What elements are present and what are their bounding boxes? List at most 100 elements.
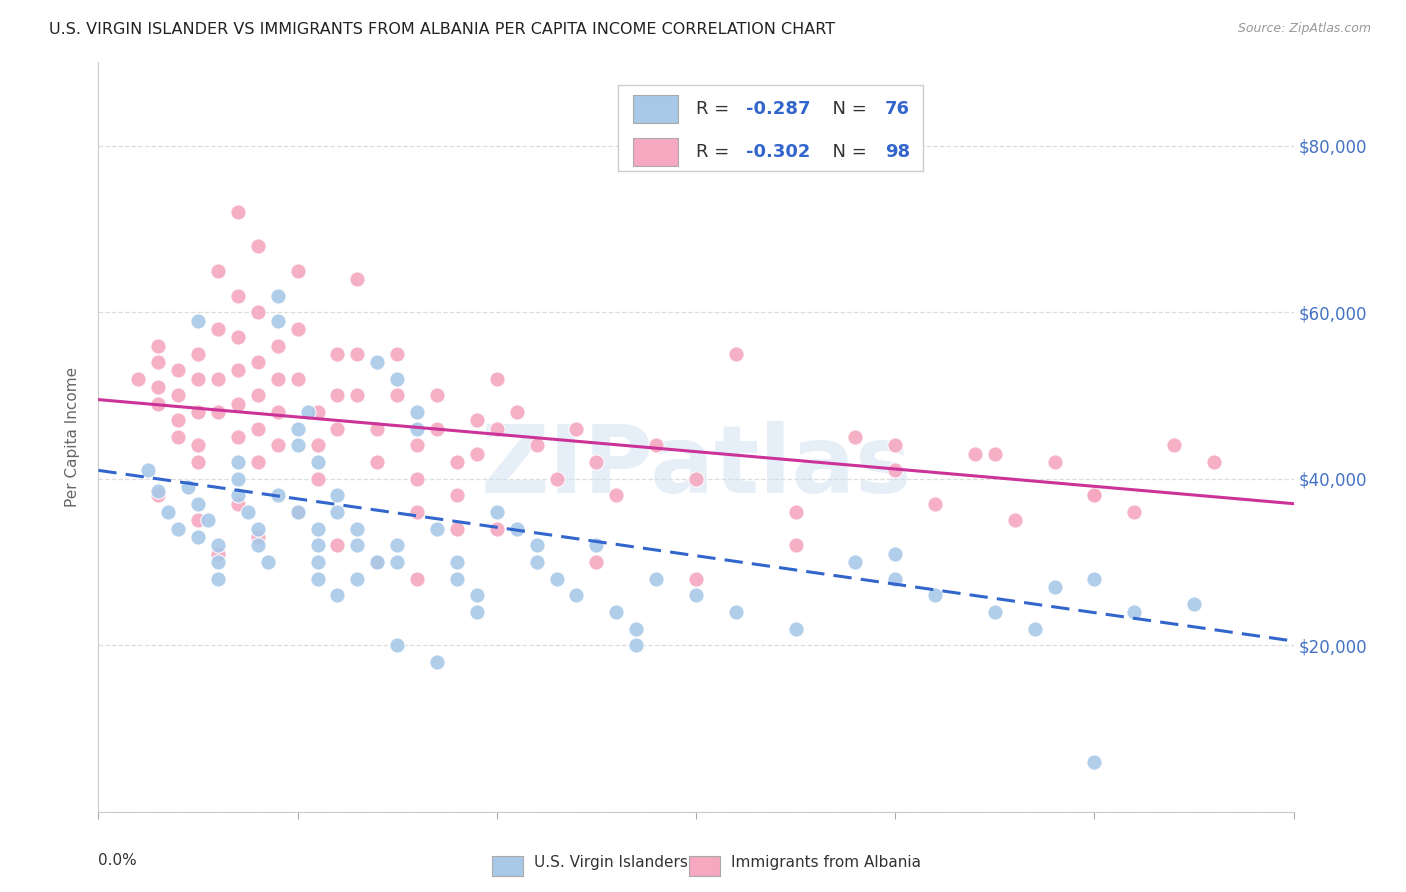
Point: [326, 388, 349, 402]
Point: [246, 238, 269, 252]
Point: [226, 455, 249, 469]
Point: [385, 347, 409, 361]
Point: [1083, 572, 1105, 586]
Point: [148, 380, 170, 394]
Point: [148, 338, 170, 352]
Point: [626, 638, 648, 652]
Point: [585, 538, 607, 552]
Point: [267, 372, 290, 386]
Point: [366, 422, 388, 436]
Point: [246, 522, 269, 536]
Point: [984, 447, 1007, 461]
Point: [385, 372, 409, 386]
Point: [246, 455, 269, 469]
Point: [167, 363, 190, 377]
Point: [844, 430, 866, 444]
Point: [167, 430, 190, 444]
Point: [685, 572, 707, 586]
Point: [506, 522, 529, 536]
Point: [267, 338, 290, 352]
Point: [207, 572, 229, 586]
Point: [207, 555, 229, 569]
Point: [724, 605, 747, 619]
Bar: [633, 138, 678, 167]
Text: U.S. VIRGIN ISLANDER VS IMMIGRANTS FROM ALBANIA PER CAPITA INCOME CORRELATION CH: U.S. VIRGIN ISLANDER VS IMMIGRANTS FROM …: [49, 22, 835, 37]
Bar: [633, 95, 678, 123]
Point: [385, 538, 409, 552]
Point: [626, 622, 648, 636]
Point: [167, 413, 190, 427]
Point: [1182, 597, 1205, 611]
Point: [157, 505, 180, 519]
Point: [177, 480, 200, 494]
Point: [366, 355, 388, 369]
Point: [307, 405, 329, 419]
Point: [148, 355, 170, 369]
Point: [884, 547, 907, 561]
Text: U.S. Virgin Islanders: U.S. Virgin Islanders: [534, 855, 688, 870]
Point: [1043, 580, 1066, 594]
Point: [307, 538, 329, 552]
Point: [326, 488, 349, 502]
Point: [465, 588, 488, 602]
Point: [187, 530, 209, 544]
Point: [226, 363, 249, 377]
FancyBboxPatch shape: [619, 85, 922, 171]
Point: [187, 313, 209, 327]
Point: [287, 438, 309, 452]
Point: [256, 555, 278, 569]
Text: 76: 76: [884, 100, 910, 118]
Point: [366, 455, 388, 469]
Point: [246, 422, 269, 436]
Point: [267, 438, 290, 452]
Text: ZIPatlas: ZIPatlas: [481, 421, 911, 513]
Point: [187, 347, 209, 361]
Point: [1004, 513, 1026, 527]
Point: [187, 513, 209, 527]
Point: [724, 347, 747, 361]
Point: [785, 505, 807, 519]
Point: [366, 555, 388, 569]
Point: [1083, 488, 1105, 502]
Point: [605, 605, 627, 619]
Point: [585, 555, 607, 569]
Point: [446, 522, 468, 536]
Point: [326, 422, 349, 436]
Point: [346, 388, 368, 402]
Point: [326, 347, 349, 361]
Point: [963, 447, 986, 461]
Point: [385, 388, 409, 402]
Point: [426, 422, 449, 436]
Point: [307, 572, 329, 586]
Point: [1083, 488, 1105, 502]
Point: [226, 430, 249, 444]
Point: [884, 463, 907, 477]
Point: [226, 497, 249, 511]
Point: [226, 397, 249, 411]
Point: [207, 372, 229, 386]
Point: [346, 522, 368, 536]
Point: [546, 572, 568, 586]
Point: [585, 455, 607, 469]
Point: [446, 555, 468, 569]
Point: [287, 505, 309, 519]
Point: [645, 572, 668, 586]
Point: [267, 288, 290, 302]
Point: [197, 513, 219, 527]
Point: [346, 272, 368, 286]
Point: [346, 347, 368, 361]
Point: [924, 497, 946, 511]
Point: [297, 405, 319, 419]
Point: [366, 555, 388, 569]
Text: R =: R =: [696, 100, 735, 118]
Point: [148, 397, 170, 411]
Text: N =: N =: [821, 143, 873, 161]
Point: [307, 438, 329, 452]
Point: [406, 572, 429, 586]
Point: [446, 455, 468, 469]
Point: [565, 588, 588, 602]
Point: [307, 522, 329, 536]
Text: Immigrants from Albania: Immigrants from Albania: [731, 855, 921, 870]
Point: [406, 505, 429, 519]
Point: [526, 538, 548, 552]
